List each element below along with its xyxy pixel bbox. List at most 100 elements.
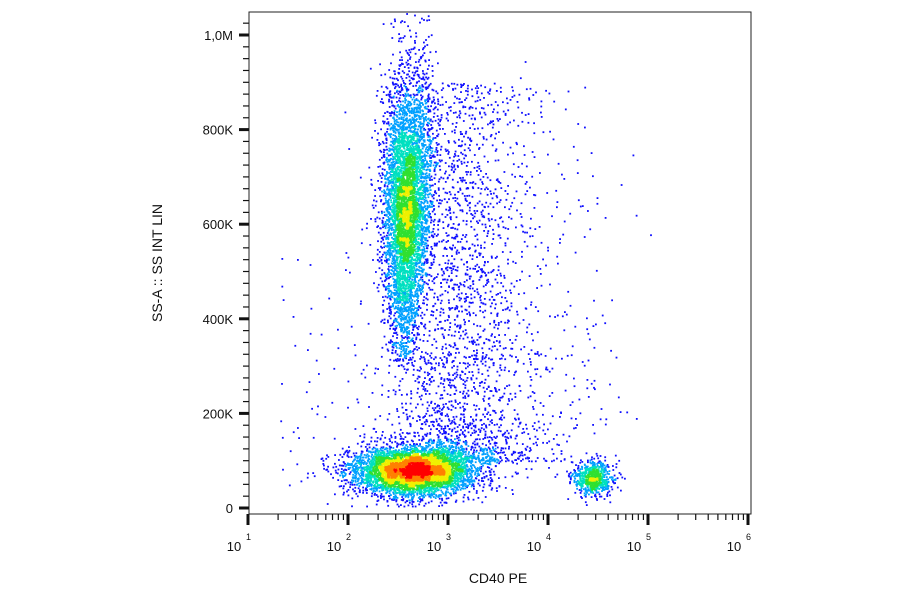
event-dot — [449, 208, 451, 210]
event-dot — [506, 308, 508, 310]
event-dot — [405, 403, 407, 405]
event-dot — [348, 482, 350, 484]
event-dot — [550, 423, 552, 425]
event-dot — [412, 305, 414, 307]
event-dot — [416, 296, 418, 298]
event-dot — [527, 457, 529, 459]
event-dot — [357, 457, 359, 459]
event-dot — [443, 404, 445, 406]
event-dot — [398, 111, 400, 113]
event-dot — [439, 418, 441, 420]
event-dot — [453, 365, 455, 367]
event-dot — [466, 309, 468, 311]
event-dot — [439, 411, 441, 413]
event-dot — [420, 87, 422, 89]
event-dot — [390, 62, 392, 64]
event-dot — [410, 82, 412, 84]
event-dot — [469, 424, 471, 426]
event-dot — [429, 130, 431, 132]
event-dot — [403, 324, 405, 326]
event-dot — [414, 360, 416, 362]
event-dot — [472, 432, 474, 434]
event-dot — [404, 342, 406, 344]
event-dot — [402, 342, 404, 344]
event-dot — [404, 35, 406, 37]
event-dot — [402, 119, 404, 121]
event-dot — [426, 155, 428, 157]
event-dot — [416, 420, 418, 422]
event-dot — [597, 197, 599, 199]
event-dot — [381, 394, 383, 396]
event-dot — [448, 316, 450, 318]
event-dot — [483, 429, 485, 431]
event-dot — [510, 99, 512, 101]
event-dot — [363, 369, 365, 371]
event-dot — [444, 378, 446, 380]
event-dot — [520, 349, 522, 351]
event-dot — [473, 486, 475, 488]
event-dot — [434, 233, 436, 235]
event-dot — [421, 312, 423, 314]
event-dot — [457, 166, 459, 168]
event-dot — [470, 449, 472, 451]
event-dot — [556, 444, 558, 446]
event-dot — [384, 260, 386, 262]
event-dot — [508, 460, 510, 462]
event-dot — [468, 371, 470, 373]
event-dot — [593, 458, 595, 460]
event-dot — [418, 61, 420, 63]
event-dot — [433, 261, 435, 263]
event-dot — [406, 441, 408, 443]
event-dot — [374, 490, 376, 492]
event-dot — [455, 445, 457, 447]
event-dot — [479, 385, 481, 387]
event-dot — [479, 201, 481, 203]
event-dot — [514, 372, 516, 374]
event-dot — [396, 360, 398, 362]
event-dot — [457, 84, 459, 86]
event-dot — [389, 125, 391, 127]
event-dot — [505, 347, 507, 349]
event-dot — [522, 455, 524, 457]
event-dot — [476, 349, 478, 351]
event-dot — [415, 53, 417, 55]
event-dot — [307, 477, 309, 479]
event-dot — [407, 52, 409, 54]
event-dot — [491, 335, 493, 337]
event-dot — [393, 498, 395, 500]
event-dot — [440, 494, 442, 496]
event-dot — [426, 421, 428, 423]
event-dot — [466, 426, 468, 428]
event-dot — [500, 199, 502, 201]
event-dot — [427, 408, 429, 410]
event-dot — [564, 459, 566, 461]
event-dot — [439, 199, 441, 201]
event-dot — [453, 187, 455, 189]
event-dot — [453, 112, 455, 114]
event-dot — [600, 418, 602, 420]
event-dot — [378, 187, 380, 189]
event-dot — [474, 210, 476, 212]
event-dot — [513, 286, 515, 288]
event-dot — [474, 216, 476, 218]
event-dot — [547, 369, 549, 371]
event-dot — [503, 226, 505, 228]
event-dot — [483, 473, 485, 475]
event-dot — [510, 147, 512, 149]
event-dot — [454, 319, 456, 321]
event-dot — [500, 182, 502, 184]
event-dot — [448, 374, 450, 376]
event-dot — [463, 383, 465, 385]
event-dot — [427, 100, 429, 102]
event-dot — [330, 473, 332, 475]
event-dot — [388, 283, 390, 285]
event-dot — [392, 335, 394, 337]
event-dot — [401, 59, 403, 61]
event-dot — [578, 467, 580, 469]
event-dot — [403, 438, 405, 440]
event-dot — [309, 381, 311, 383]
event-dot — [511, 348, 513, 350]
event-dot — [522, 459, 524, 461]
event-dot — [414, 40, 416, 42]
event-dot — [452, 88, 454, 90]
